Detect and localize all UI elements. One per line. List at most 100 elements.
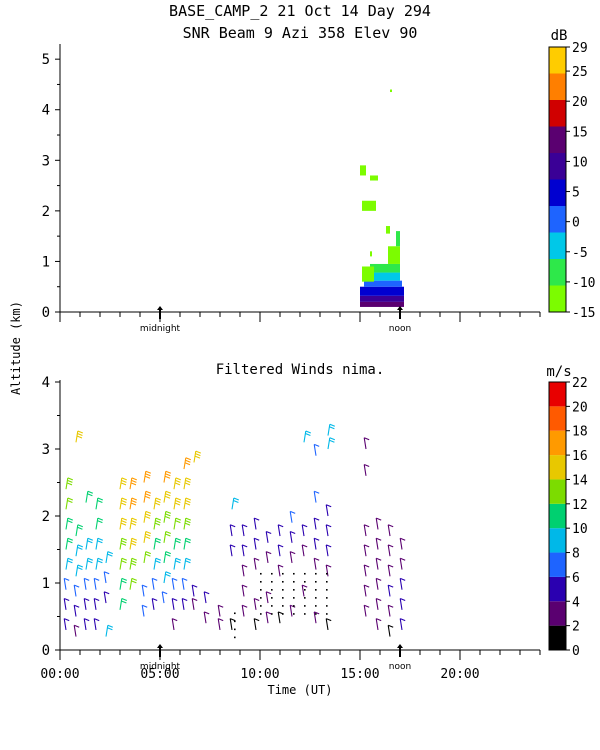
snr-colorbar-label-0: 29 [572,41,588,56]
wind-calm-dot-16 [282,580,284,583]
snr-colorbar-swatch-1 [549,259,566,286]
wind-colorbar-swatch-7 [549,455,566,480]
x-axis-label: Time (UT) [267,683,332,697]
snr-cell-4 [366,272,400,281]
wind-barb-19 [85,537,94,550]
wind-barb-17 [83,577,90,590]
wind-barb-104 [265,551,272,563]
snr-colorbar-label-6: 0 [572,216,580,231]
wind-barb-11 [75,564,84,577]
wind-marker-label-0: midnight [140,662,181,672]
snr-ytick-label-0: 0 [42,305,50,321]
wind-barb-30 [103,571,110,584]
wind-barb-141 [375,557,382,570]
wind-barb-42 [129,517,138,530]
wind-colorbar-swatch-4 [549,528,566,553]
wind-barb-113 [289,510,296,523]
wind-barb-0 [63,618,70,630]
wind-calm-dot-5 [260,572,262,575]
wind-ytick-label-0: 0 [42,643,50,659]
wind-barb-24 [95,557,104,570]
wind-barb-58 [161,591,168,604]
wind-calm-dot-24 [304,613,306,615]
wind-barb-110 [289,604,296,617]
wind-barb-60 [163,551,172,563]
wind-barb-127 [325,524,332,537]
wind-barb-89 [229,544,236,557]
wind-barb-29 [103,591,110,604]
wind-calm-dot-36 [326,613,328,615]
wind-colorbar-label-3: 16 [572,449,588,464]
wind-barb-98 [253,597,260,610]
wind-barb-23 [93,577,100,590]
snr-cell-14 [390,89,392,93]
wind-barbs [63,423,406,637]
snr-marker-arrow-1 [397,306,403,310]
wind-barb-50 [143,490,152,503]
wind-barb-101 [253,517,260,530]
wind-calm-dot-1 [260,605,262,607]
snr-cell-11 [370,175,378,181]
wind-barb-12 [75,544,84,557]
wind-calm-dot-28 [304,580,306,583]
wind-barb-82 [191,584,198,597]
wind-xtick-label-0: 00:00 [40,667,79,682]
wind-barb-94 [241,564,248,577]
wind-barb-15 [83,618,90,630]
wind-barb-55 [153,537,162,550]
wind-colorbar-label-8: 6 [572,571,580,586]
wind-barb-125 [325,564,332,577]
wind-calm-dot-15 [282,589,284,591]
y-axis-label: Altitude (km) [9,301,23,395]
wind-ytick-label-2: 2 [42,509,50,525]
wind-barb-84 [203,611,210,624]
wind-barb-53 [151,577,158,590]
wind-calm-dot-26 [304,597,306,599]
snr-ytick-label-2: 2 [42,204,50,220]
wind-calm-dot-6 [271,613,273,615]
snr-y-ticks: 0 1 2 3 4 5 [42,52,60,321]
wind-barb-93 [241,584,248,597]
snr-cell-1 [360,295,404,302]
wind-barb-32 [119,597,128,610]
wind-barb-96 [241,524,248,537]
wind-calm-dot-2 [260,597,262,599]
snr-cell-6 [362,266,374,282]
wind-xtick-label-3: 15:00 [340,667,379,682]
wind-colorbar-swatch-10 [549,382,566,407]
wind-calm-dot-3 [260,589,262,591]
wind-barb-4 [65,537,74,550]
wind-barb-33 [119,577,128,590]
snr-cell-3 [364,280,402,287]
snr-cell-8 [396,231,400,247]
wind-barb-68 [173,557,182,570]
wind-barb-107 [277,564,284,577]
wind-barb-57 [153,497,162,510]
wind-barb-2 [63,577,70,590]
wind-barb-20 [85,490,94,503]
wind-barb-135 [363,524,370,537]
snr-colorbar-label-1: 25 [572,65,588,80]
wind-ytick-label-3: 3 [42,442,50,458]
wind-y-ticks: 0 1 2 3 4 [42,375,60,659]
wind-barb-147 [387,564,394,577]
snr-colorbar-swatch-3 [549,206,566,233]
wind-barb-88 [229,618,236,630]
wind-barb-62 [163,510,172,523]
snr-colorbar-label-7: -5 [572,246,588,261]
snr-colorbar-swatch-8 [549,73,566,100]
wind-barb-154 [399,537,406,550]
wind-calm-dot-33 [315,589,317,591]
snr-colorbar-swatch-0 [549,285,566,312]
wind-barb-92 [241,604,248,617]
wind-barb-63 [163,490,172,503]
wind-barb-38 [119,477,128,490]
wind-calm-dot-30 [315,613,317,615]
wind-barb-146 [387,584,394,597]
wind-barb-122 [313,490,320,503]
wind-barb-111 [289,551,296,563]
wind-barb-7 [65,477,74,490]
wind-barb-71 [173,497,182,510]
snr-colorbar-label-9: -15 [572,306,595,321]
